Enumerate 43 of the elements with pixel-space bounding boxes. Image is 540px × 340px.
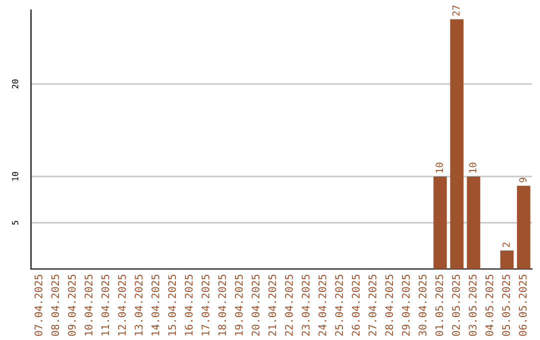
x-tick-label: 12.04.2025 — [118, 274, 126, 336]
x-tick-label: 06.05.2025 — [518, 274, 527, 336]
x-tick-label: 11.04.2025 — [101, 274, 110, 336]
x-tick-label: 01.05.2025 — [435, 274, 444, 336]
x-tick-label: 10.04.2025 — [84, 274, 92, 336]
x-tick-label: 30.04.2025 — [418, 274, 426, 336]
x-tick-label: 23.04.2025 — [302, 274, 310, 336]
bar — [466, 176, 480, 269]
x-tick-label: 07.04.2025 — [34, 274, 42, 336]
bar — [450, 19, 464, 269]
x-tick-label: 27.04.2025 — [368, 274, 376, 336]
x-tick-label: 20.04.2025 — [252, 274, 260, 336]
bar — [516, 186, 530, 269]
data-label: 27 — [452, 6, 460, 16]
x-tick-label: 15.04.2025 — [168, 274, 176, 336]
x-tick-label: 04.05.2025 — [485, 274, 494, 336]
x-tick-label: 03.05.2025 — [468, 274, 477, 336]
x-tick-label: 24.04.2025 — [318, 274, 326, 336]
x-tick-label: 16.04.2025 — [184, 274, 193, 336]
x-tick-label: 22.04.2025 — [285, 274, 293, 336]
data-label: 9 — [519, 178, 526, 182]
x-tick-label: 25.04.2025 — [335, 274, 343, 336]
x-tick-label: 18.04.2025 — [218, 274, 226, 336]
x-tick-label: 09.04.2025 — [68, 274, 76, 336]
x-tick-label: 19.04.2025 — [234, 274, 243, 336]
y-tick-label: 10 — [12, 172, 18, 181]
x-tick-label: 26.04.2025 — [352, 274, 360, 336]
x-tick-label: 14.04.2025 — [151, 274, 160, 336]
data-label: 10 — [469, 162, 476, 173]
x-tick-label: 17.04.2025 — [202, 274, 210, 336]
y-tick-label: 5 — [12, 220, 18, 225]
data-label: 2 — [502, 242, 510, 248]
y-tick-label: 20 — [12, 80, 18, 88]
x-tick-label: 05.05.2025 — [502, 274, 510, 336]
data-label: 10 — [436, 162, 443, 173]
bar — [500, 250, 514, 269]
x-tick-label: 29.04.2025 — [402, 274, 410, 336]
x-tick-label: 21.04.2025 — [268, 274, 276, 336]
x-tick-label: 13.04.2025 — [134, 274, 143, 336]
x-tick-label: 28.04.2025 — [385, 274, 394, 336]
x-tick-label: 08.04.2025 — [51, 274, 60, 336]
x-tick-label: 02.05.2025 — [452, 274, 460, 336]
bar — [433, 176, 447, 269]
